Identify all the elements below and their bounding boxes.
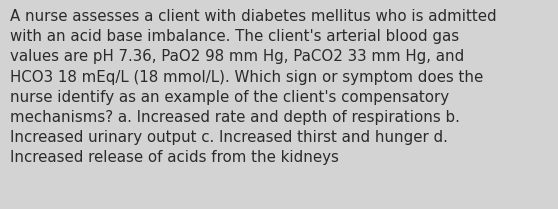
Text: A nurse assesses a client with diabetes mellitus who is admitted
with an acid ba: A nurse assesses a client with diabetes … <box>10 9 497 165</box>
